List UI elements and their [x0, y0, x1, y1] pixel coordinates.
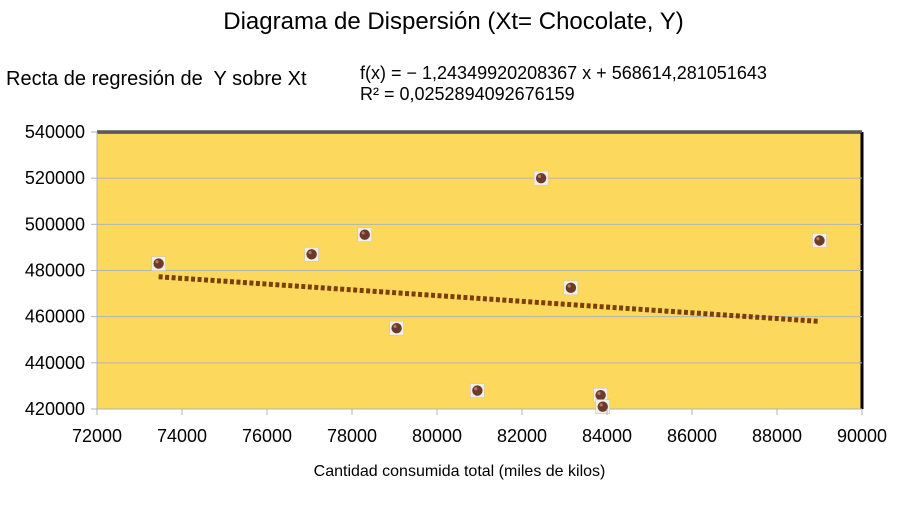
data-point — [357, 227, 373, 243]
regression-r-squared: R² = 0,0252894092676159 — [360, 84, 575, 104]
x-tick-label: 76000 — [242, 426, 292, 446]
data-points — [151, 170, 827, 414]
data-point-highlight — [155, 260, 159, 264]
data-point — [304, 247, 319, 262]
x-tick-label: 90000 — [837, 426, 887, 446]
x-tick-label: 72000 — [72, 426, 122, 446]
regression-label: Recta de regresión de Y sobre Xt — [6, 68, 307, 90]
data-point-marker — [814, 235, 825, 246]
data-point-marker — [306, 249, 317, 260]
y-tick-label: 480000 — [25, 261, 85, 281]
y-tick-label: 540000 — [25, 122, 85, 142]
data-point — [593, 387, 608, 403]
data-point-highlight — [361, 231, 365, 235]
data-point-marker — [597, 401, 608, 412]
data-point-highlight — [567, 284, 571, 288]
data-point-marker — [472, 385, 483, 396]
x-tick-label: 86000 — [667, 426, 717, 446]
data-point-marker — [565, 282, 577, 294]
regression-equation: f(x) = − 1,24349920208367 x + 568614,281… — [360, 63, 767, 83]
x-tick-label: 82000 — [497, 426, 547, 446]
x-tick-label: 74000 — [157, 426, 207, 446]
plot-area — [96, 130, 864, 410]
y-tick-label: 500000 — [25, 214, 85, 234]
data-point-highlight — [393, 324, 397, 329]
data-point-marker — [153, 258, 164, 269]
x-tick-label: 88000 — [752, 426, 802, 446]
data-point-marker — [595, 389, 606, 401]
x-tick-label: 80000 — [412, 426, 462, 446]
data-point — [470, 383, 485, 398]
data-point-highlight — [308, 250, 312, 255]
chart-title: Diagrama de Dispersión (Xt= Chocolate, Y… — [223, 8, 684, 35]
data-point-marker — [391, 323, 402, 334]
y-axis-ticks: 420000 440000 460000 480000 500000 520000 5400… — [25, 122, 97, 419]
data-point — [812, 233, 827, 248]
data-point — [595, 399, 611, 414]
y-tick-label: 460000 — [25, 307, 85, 327]
data-point-highlight — [537, 174, 542, 178]
x-tick-label: 84000 — [582, 426, 632, 446]
x-axis-label: Cantidad consumida total (miles de kilos… — [314, 463, 606, 480]
data-point-marker — [359, 229, 370, 240]
x-axis-ticks: 72000 74000 76000 78000 80000 82000 84000 86000… — [72, 409, 887, 446]
y-tick-label: 440000 — [25, 353, 85, 373]
data-point-marker — [535, 172, 547, 184]
data-point — [389, 320, 404, 336]
data-point-highlight — [599, 403, 603, 407]
data-point — [533, 170, 549, 186]
data-point — [563, 280, 579, 296]
y-tick-label: 420000 — [25, 399, 85, 419]
x-tick-label: 78000 — [327, 426, 377, 446]
data-point-highlight — [597, 391, 601, 395]
data-point — [151, 256, 166, 271]
data-point-highlight — [816, 237, 820, 241]
y-tick-label: 520000 — [25, 168, 85, 188]
regression-equation-box: f(x) = − 1,24349920208367 x + 568614,281… — [360, 63, 767, 105]
data-point-highlight — [474, 387, 478, 391]
